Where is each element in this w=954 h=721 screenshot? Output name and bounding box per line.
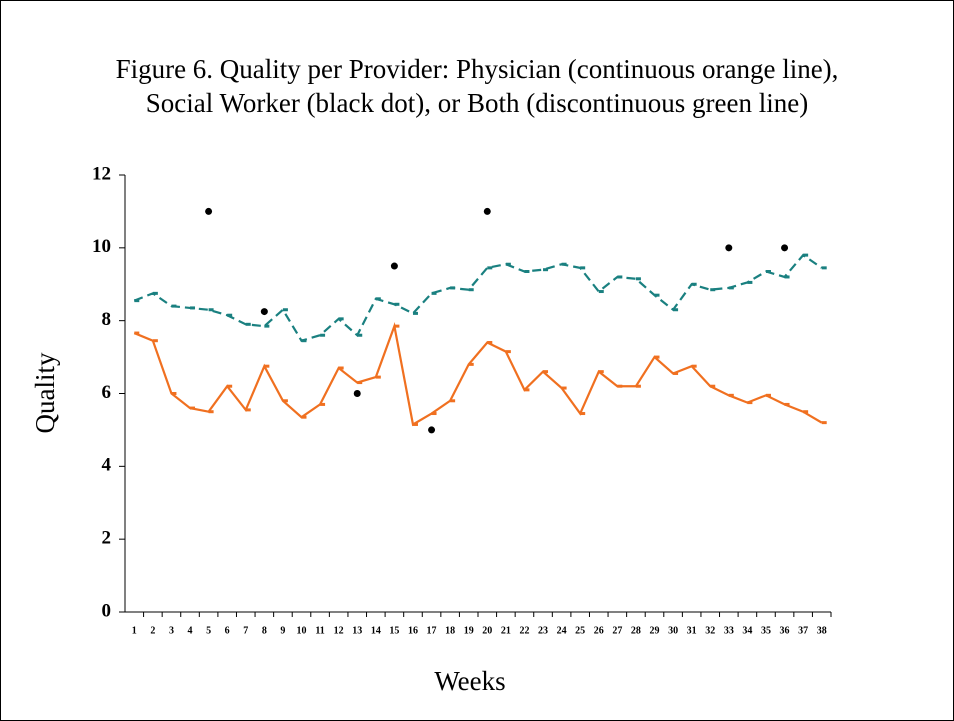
dot — [260, 308, 268, 316]
x-axis-label: Weeks — [434, 666, 505, 696]
y-tick-label: 12 — [92, 163, 111, 184]
series-line — [133, 321, 823, 427]
series-line — [133, 253, 823, 342]
x-tick-label: 25 — [575, 625, 585, 636]
x-tick-label: 20 — [482, 625, 492, 636]
x-tick-label: 15 — [389, 625, 399, 636]
x-tick-label: 30 — [668, 625, 678, 636]
x-tick-label: 21 — [501, 625, 511, 636]
y-tick-label: 2 — [102, 528, 112, 549]
x-tick-label: 6 — [225, 625, 230, 636]
x-tick-label: 33 — [724, 625, 734, 636]
x-tick-label: 9 — [280, 625, 285, 636]
x-tick-label: 28 — [631, 625, 641, 636]
y-tick-label: 6 — [102, 382, 112, 403]
x-tick-label: 37 — [798, 625, 808, 636]
x-tick-label: 35 — [761, 625, 771, 636]
x-tick-label: 19 — [464, 625, 474, 636]
x-tick-label: 8 — [262, 625, 267, 636]
x-tick-label: 16 — [408, 625, 418, 636]
x-tick-label: 4 — [188, 625, 193, 636]
y-tick-label: 10 — [92, 236, 111, 257]
x-tick-label: 11 — [315, 625, 324, 636]
x-tick-label: 3 — [169, 625, 174, 636]
x-tick-label: 12 — [334, 625, 344, 636]
x-tick-label: 27 — [612, 625, 622, 636]
x-tick-label: 29 — [650, 625, 660, 636]
y-tick-label: 8 — [102, 309, 112, 330]
x-tick-label: 24 — [557, 625, 567, 636]
x-tick-label: 26 — [594, 625, 604, 636]
x-tick-label: 2 — [150, 625, 155, 636]
x-tick-label: 1 — [132, 625, 137, 636]
x-tick-label: 22 — [519, 625, 529, 636]
x-tick-label: 36 — [780, 625, 790, 636]
chart-title: Figure 6. Quality per Provider: Physicia… — [116, 54, 839, 84]
x-tick-label: 10 — [297, 625, 307, 636]
dot — [390, 262, 398, 270]
chart-title: Social Worker (black dot), or Both (disc… — [146, 88, 808, 118]
x-tick-label: 5 — [206, 625, 211, 636]
x-tick-label: 18 — [445, 625, 455, 636]
dot — [725, 244, 733, 252]
x-tick-label: 23 — [538, 625, 548, 636]
x-tick-label: 31 — [687, 625, 697, 636]
x-tick-label: 34 — [742, 625, 752, 636]
dot — [428, 426, 436, 434]
y-axis-label: Quality — [30, 352, 60, 433]
y-tick-label: 0 — [102, 600, 112, 621]
x-tick-label: 7 — [243, 625, 248, 636]
dot — [483, 207, 491, 215]
dot — [205, 207, 213, 215]
x-tick-label: 13 — [352, 625, 362, 636]
x-tick-label: 17 — [427, 625, 437, 636]
x-tick-label: 14 — [371, 625, 381, 636]
dot — [353, 390, 361, 397]
dot — [781, 244, 789, 252]
x-tick-label: 38 — [817, 625, 827, 636]
x-tick-label: 32 — [705, 625, 715, 636]
y-tick-label: 4 — [102, 455, 112, 476]
